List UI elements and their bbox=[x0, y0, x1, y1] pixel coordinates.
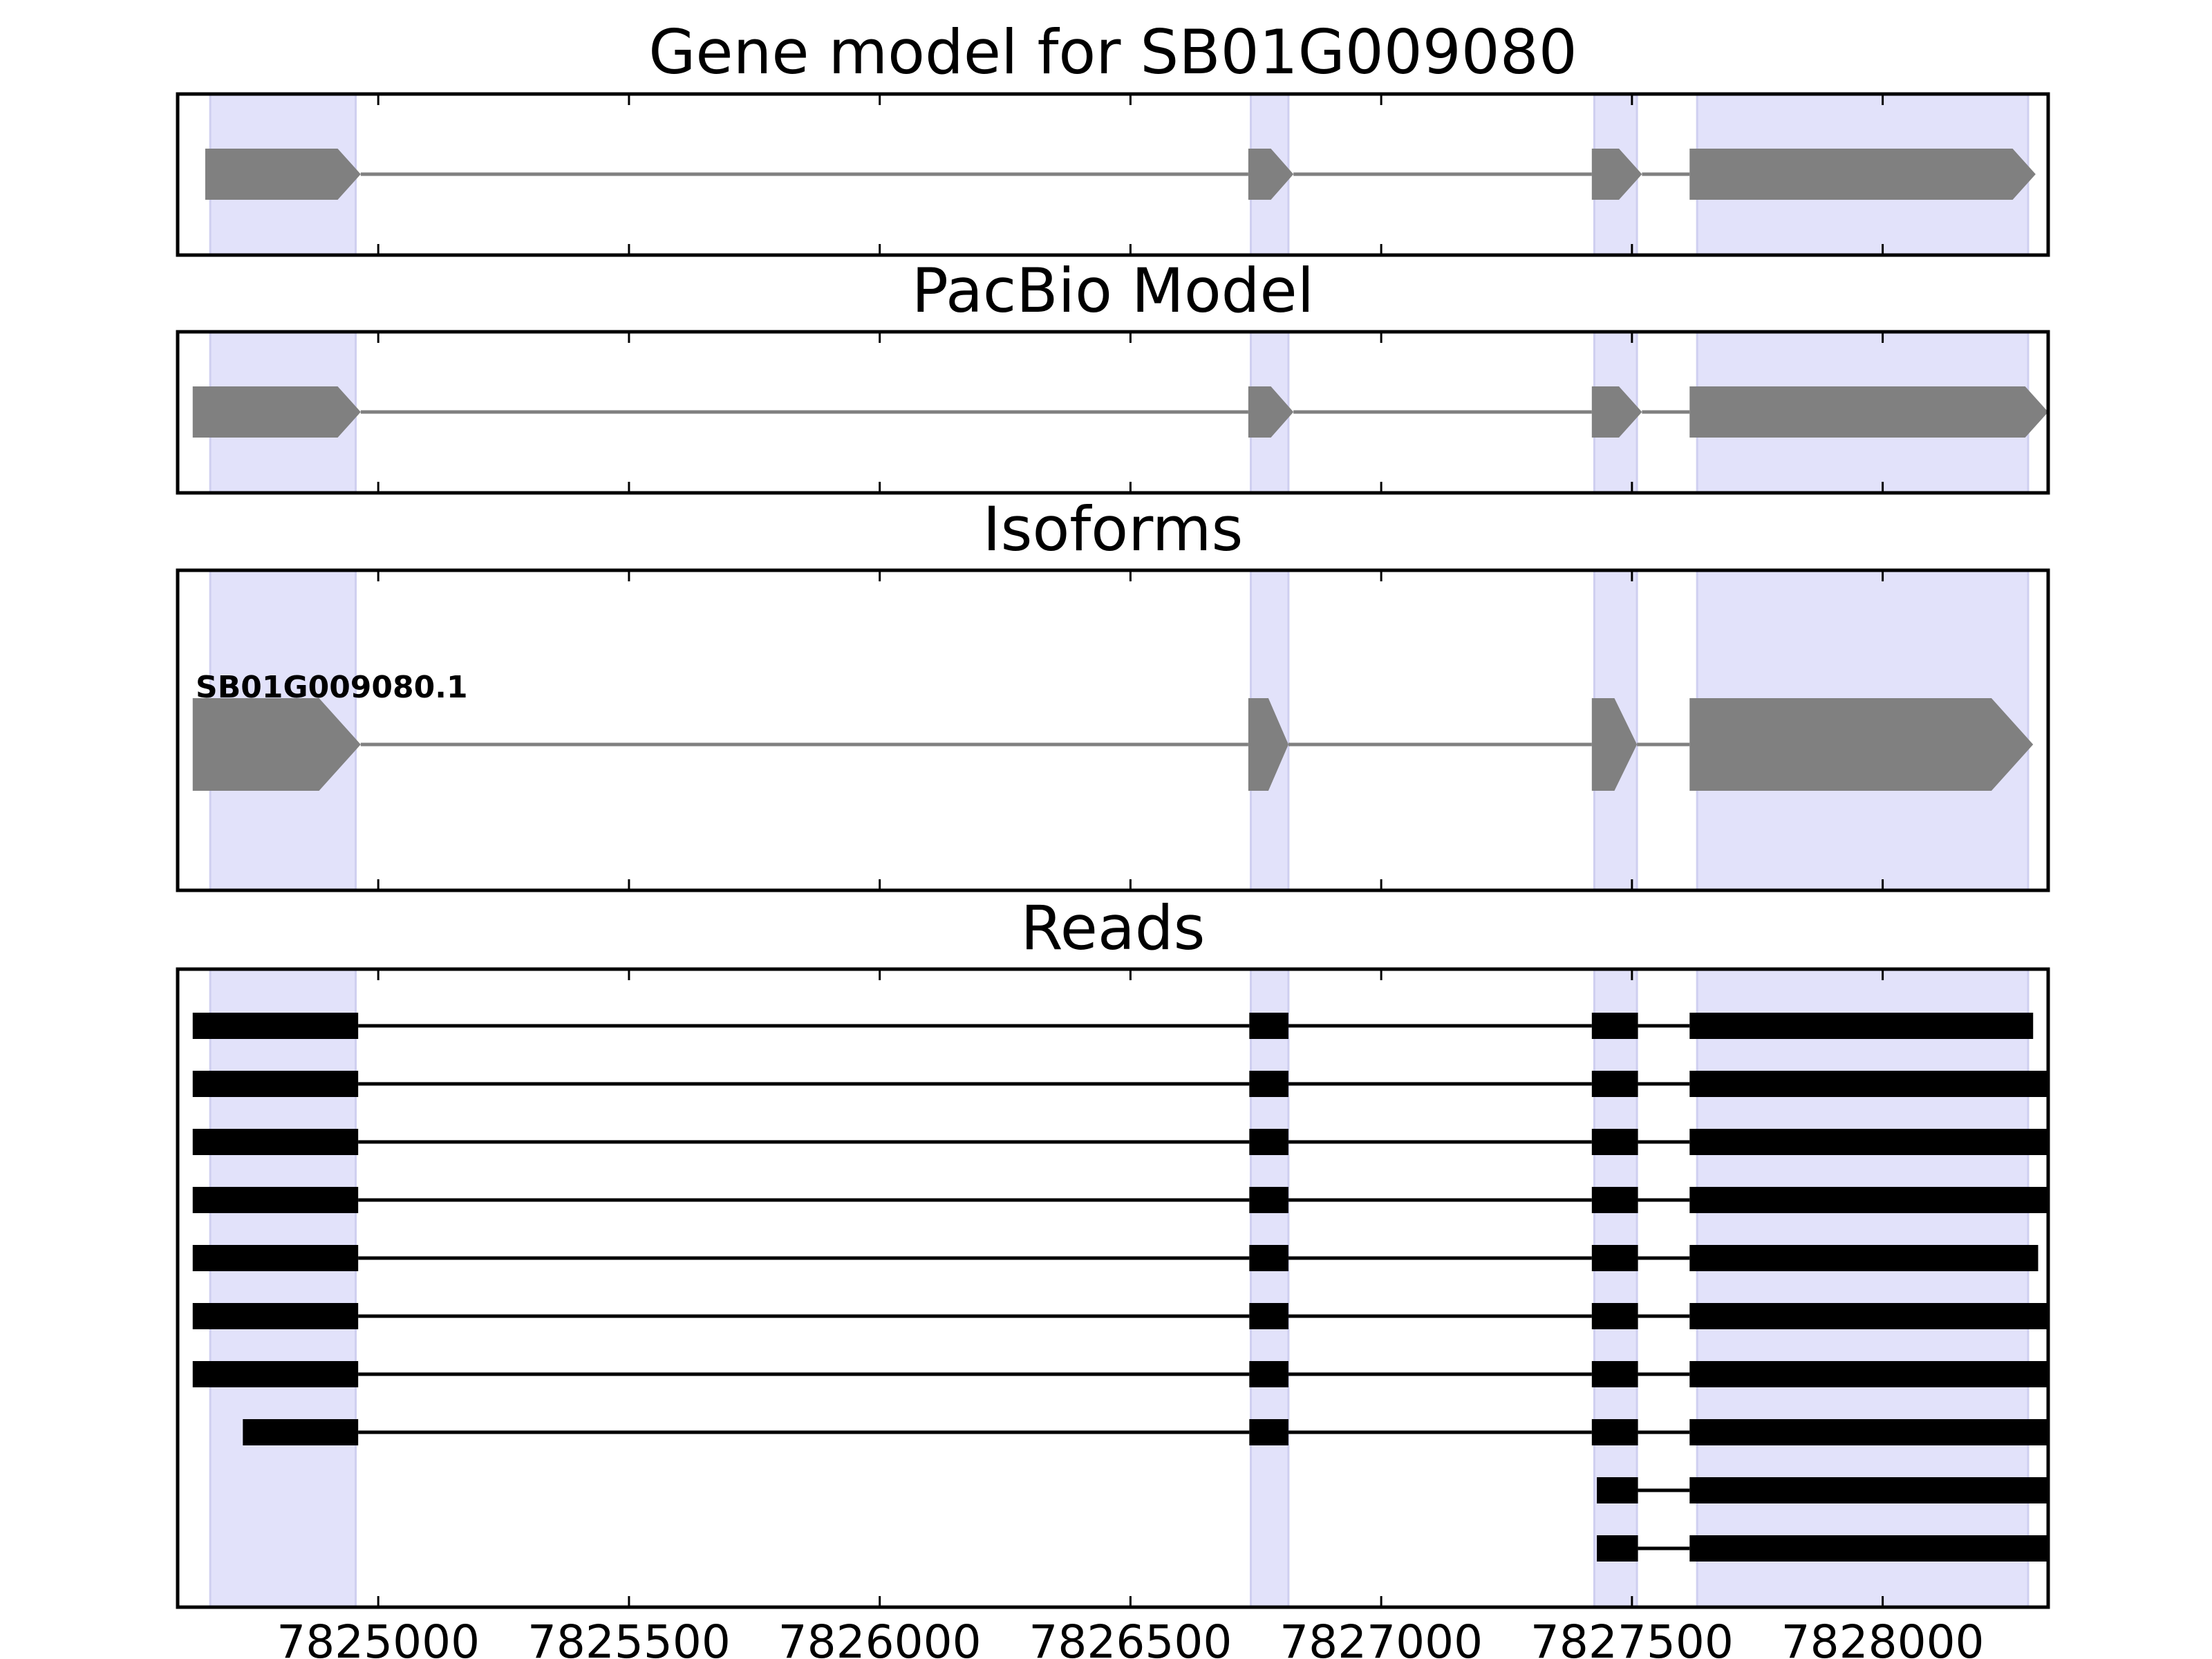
read-exon bbox=[1591, 1419, 1638, 1445]
isoform-exon bbox=[192, 698, 361, 791]
model-exon bbox=[1248, 149, 1294, 200]
x-tick-label: 7826000 bbox=[778, 1615, 982, 1659]
read-exon bbox=[1689, 1535, 2048, 1562]
x-ticks bbox=[377, 94, 1884, 255]
read-exon bbox=[192, 1013, 359, 1039]
gene-model-title: Gene model for SB01G009080 bbox=[648, 17, 1577, 88]
read-exon bbox=[1591, 1361, 1638, 1387]
x-tick-label: 7825500 bbox=[527, 1615, 731, 1659]
pacbio-model-title: PacBio Model bbox=[912, 255, 1314, 326]
highlight-region bbox=[1250, 968, 1290, 1609]
isoform-exon bbox=[1591, 698, 1638, 791]
highlight-region bbox=[1593, 968, 1638, 1609]
read-exon bbox=[192, 1361, 359, 1387]
read-exon bbox=[1249, 1245, 1288, 1271]
pacbio-model-frame bbox=[176, 330, 2050, 495]
highlight-region bbox=[209, 968, 357, 1609]
read-exon bbox=[1591, 1071, 1638, 1097]
gene-model-track bbox=[205, 149, 2036, 200]
gene-model-panel: Gene model for SB01G009080 bbox=[176, 17, 2050, 257]
model-exon bbox=[192, 386, 361, 438]
read-exon bbox=[243, 1419, 359, 1445]
read-exon bbox=[1249, 1303, 1288, 1329]
model-exon bbox=[205, 149, 361, 200]
highlight-region bbox=[1696, 968, 2030, 1609]
x-ticks bbox=[377, 332, 1884, 493]
reads-frame bbox=[176, 967, 2050, 1609]
read-exon bbox=[1249, 1187, 1288, 1213]
isoforms-panel: Isoforms SB01G009080.1 bbox=[176, 494, 2050, 892]
isoforms-title: Isoforms bbox=[983, 494, 1244, 565]
read-exon bbox=[1249, 1129, 1288, 1155]
x-ticks bbox=[377, 570, 1884, 890]
read-exon bbox=[192, 1245, 359, 1271]
model-exon bbox=[1248, 386, 1294, 438]
x-tick-label: 7825000 bbox=[276, 1615, 480, 1659]
pacbio-model-panel: PacBio Model bbox=[176, 255, 2050, 495]
read-exon bbox=[1689, 1361, 2048, 1387]
isoforms-track bbox=[192, 698, 2034, 791]
read-exon bbox=[1689, 1071, 2048, 1097]
read-exon bbox=[1249, 1419, 1288, 1445]
read-exon bbox=[1591, 1245, 1638, 1271]
read-exon bbox=[1689, 1013, 2034, 1039]
isoform-label: SB01G009080.1 bbox=[196, 670, 468, 705]
x-tick-label: 7828000 bbox=[1781, 1615, 1985, 1659]
x-ticks bbox=[377, 969, 1884, 1607]
read-exon bbox=[192, 1071, 359, 1097]
read-exon bbox=[1689, 1245, 2038, 1271]
read-exon bbox=[1591, 1013, 1638, 1039]
x-tick-label: 7827000 bbox=[1280, 1615, 1483, 1659]
isoforms-frame bbox=[176, 568, 2050, 892]
read-exon bbox=[1689, 1419, 2048, 1445]
read-exon bbox=[1597, 1535, 1638, 1562]
read-exon bbox=[1249, 1361, 1288, 1387]
model-exon bbox=[1689, 386, 2048, 438]
model-exon bbox=[1689, 149, 2036, 200]
read-exon bbox=[1249, 1071, 1288, 1097]
read-exon bbox=[1689, 1477, 2048, 1503]
reads-track bbox=[192, 1013, 2048, 1562]
read-exon bbox=[1591, 1187, 1638, 1213]
read-exon bbox=[1591, 1303, 1638, 1329]
read-exon bbox=[1597, 1477, 1638, 1503]
read-exon bbox=[1689, 1187, 2048, 1213]
read-exon bbox=[192, 1187, 359, 1213]
reads-title: Reads bbox=[1021, 892, 1206, 964]
reads-panel: Reads bbox=[176, 892, 2050, 1609]
x-tick-label: 7827500 bbox=[1530, 1615, 1734, 1659]
read-exon bbox=[192, 1129, 359, 1155]
read-exon bbox=[1591, 1129, 1638, 1155]
read-exon bbox=[192, 1303, 359, 1329]
read-exon bbox=[1689, 1303, 2048, 1329]
read-exon bbox=[1689, 1129, 2048, 1155]
x-tick-label: 7826500 bbox=[1029, 1615, 1232, 1659]
gene-model-frame bbox=[176, 92, 2050, 257]
model-exon bbox=[1591, 149, 1642, 200]
pacbio-model-track bbox=[192, 386, 2048, 438]
isoform-exon bbox=[1689, 698, 2034, 791]
x-tick-labels: 7825000 7825500 7826000 7826500 7827000 78275… bbox=[276, 1615, 1984, 1659]
model-exon bbox=[1591, 386, 1642, 438]
isoform-exon bbox=[1248, 698, 1288, 791]
read-exon bbox=[1249, 1013, 1288, 1039]
